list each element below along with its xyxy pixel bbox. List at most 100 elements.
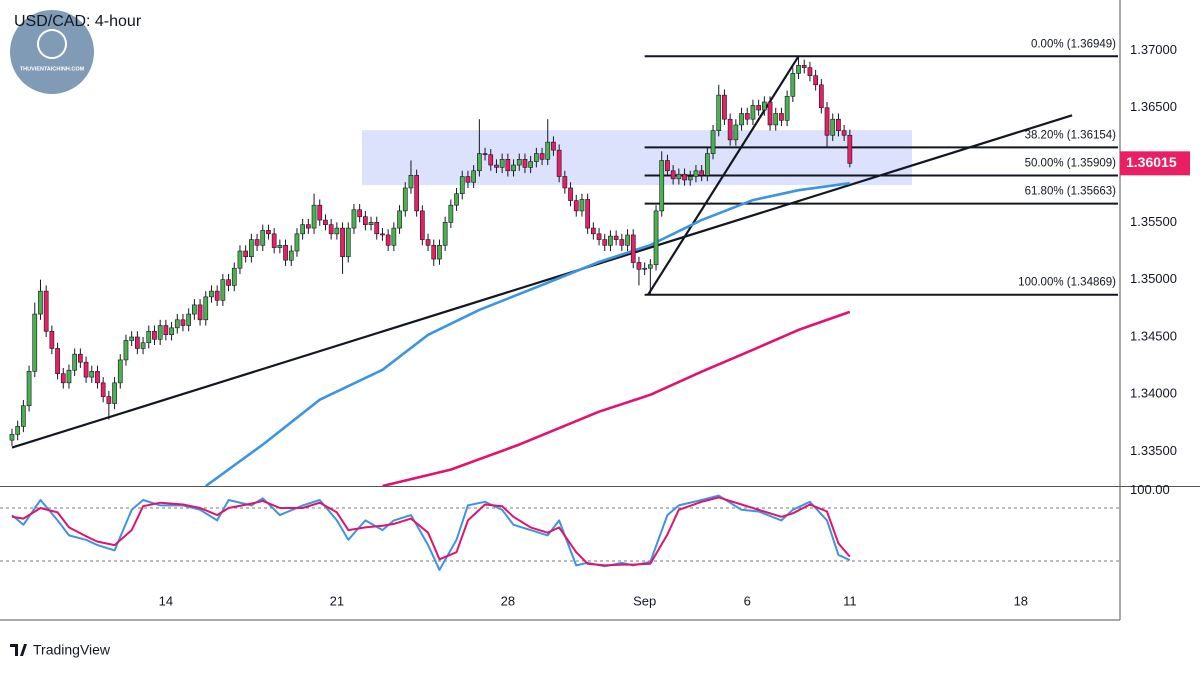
candle-body (277, 244, 283, 248)
candle-body (311, 204, 317, 229)
candle-body (72, 353, 78, 371)
candle-body (243, 250, 249, 258)
candle-body (818, 84, 824, 109)
candle-body (750, 105, 756, 120)
candle-body (83, 361, 89, 378)
candle-body (642, 267, 647, 270)
fib-label: 38.20% (1.36154) (1025, 129, 1117, 141)
candle-body (363, 216, 368, 225)
candle-body (716, 94, 722, 131)
candle-body (625, 234, 630, 246)
candle-body (573, 200, 579, 212)
last-price-label: 1.36015 (1126, 154, 1177, 170)
candle-body (442, 222, 448, 246)
watermark-text: THUVIENTAICHINH.COM (20, 66, 85, 72)
candle-body (254, 239, 260, 246)
watermark: THUVIENTAICHINH.COM (10, 10, 94, 94)
candle-body (773, 113, 779, 126)
candle-body (78, 353, 83, 363)
candle-body (9, 434, 15, 441)
candle-body (830, 118, 836, 136)
candle-body (163, 325, 169, 335)
candle-body (368, 222, 374, 225)
candle-body (528, 161, 533, 168)
candle-body (551, 141, 556, 151)
logo: TradingView (10, 642, 111, 658)
candle-body (294, 233, 300, 252)
candle-body (249, 239, 254, 258)
candle-body (226, 279, 231, 286)
candle-body (784, 95, 790, 121)
candle-body (596, 233, 602, 240)
candle-body (459, 176, 465, 195)
watermark-badge (10, 10, 94, 94)
candle-body (146, 330, 152, 344)
chart-title: USD/CAD: 4-hour (14, 13, 142, 30)
candle-body (482, 153, 488, 156)
candle-body (385, 234, 391, 246)
candle-body (653, 210, 659, 266)
candle-body (169, 327, 174, 335)
candle-body (516, 159, 522, 166)
candle-body (756, 105, 761, 111)
candle-body (659, 160, 665, 212)
y-tick-label: 1.33500 (1130, 443, 1177, 458)
candle-body (414, 175, 420, 212)
candle-body (476, 153, 482, 172)
candle-body (699, 170, 704, 176)
candle-body (744, 113, 750, 120)
candle-body (437, 244, 442, 260)
last-price-tag (1120, 151, 1190, 176)
y-tick-label: 1.34000 (1130, 386, 1177, 401)
candle-body (402, 187, 408, 212)
candle-body (602, 239, 608, 246)
candle-body (590, 227, 596, 235)
candle-body (505, 159, 511, 172)
candle-body (807, 67, 813, 76)
candle-body (283, 244, 288, 261)
candle-body (448, 204, 454, 223)
candle-body (511, 164, 516, 172)
candle-body (157, 325, 163, 340)
candle-body (636, 262, 642, 270)
candle-body (203, 296, 209, 321)
stochastic-pane (0, 494, 1120, 571)
candle-body (214, 290, 220, 301)
candle-body (66, 369, 72, 384)
candle-body (431, 244, 437, 260)
candle-body (836, 118, 841, 131)
candle-body (180, 319, 186, 326)
x-tick-label: 28 (501, 593, 515, 608)
x-tick-label: 6 (744, 593, 751, 608)
candle-body (186, 313, 192, 326)
candle-body (761, 101, 767, 111)
candle-body (49, 330, 55, 349)
y-tick-label: 1.35500 (1130, 214, 1177, 229)
candle-body (471, 170, 477, 183)
candle-body (522, 159, 528, 168)
stochastic-line (11, 494, 851, 571)
candle-body (351, 209, 357, 229)
fib-label: 61.80% (1.35663) (1025, 186, 1117, 198)
candle-body (288, 250, 294, 261)
candle-body (26, 371, 32, 407)
candle-body (174, 319, 180, 329)
candle-body (317, 204, 323, 221)
candle-body (152, 330, 157, 340)
candle-body (630, 234, 636, 263)
candle-body (260, 230, 266, 246)
candle-body (739, 113, 744, 126)
candle-body (89, 371, 95, 378)
candle-body (733, 124, 739, 141)
trendline (11, 114, 1073, 449)
candle-body (266, 230, 271, 235)
candle-body (499, 159, 505, 168)
candle-body (15, 426, 21, 435)
candle-body (533, 153, 539, 162)
candle-body (334, 227, 340, 235)
candle-body (613, 235, 619, 240)
candle-body (197, 304, 203, 321)
fib-label: 50.00% (1.35909) (1025, 158, 1117, 170)
candle-body (43, 290, 49, 332)
y-tick-label: 1.37000 (1130, 42, 1177, 57)
